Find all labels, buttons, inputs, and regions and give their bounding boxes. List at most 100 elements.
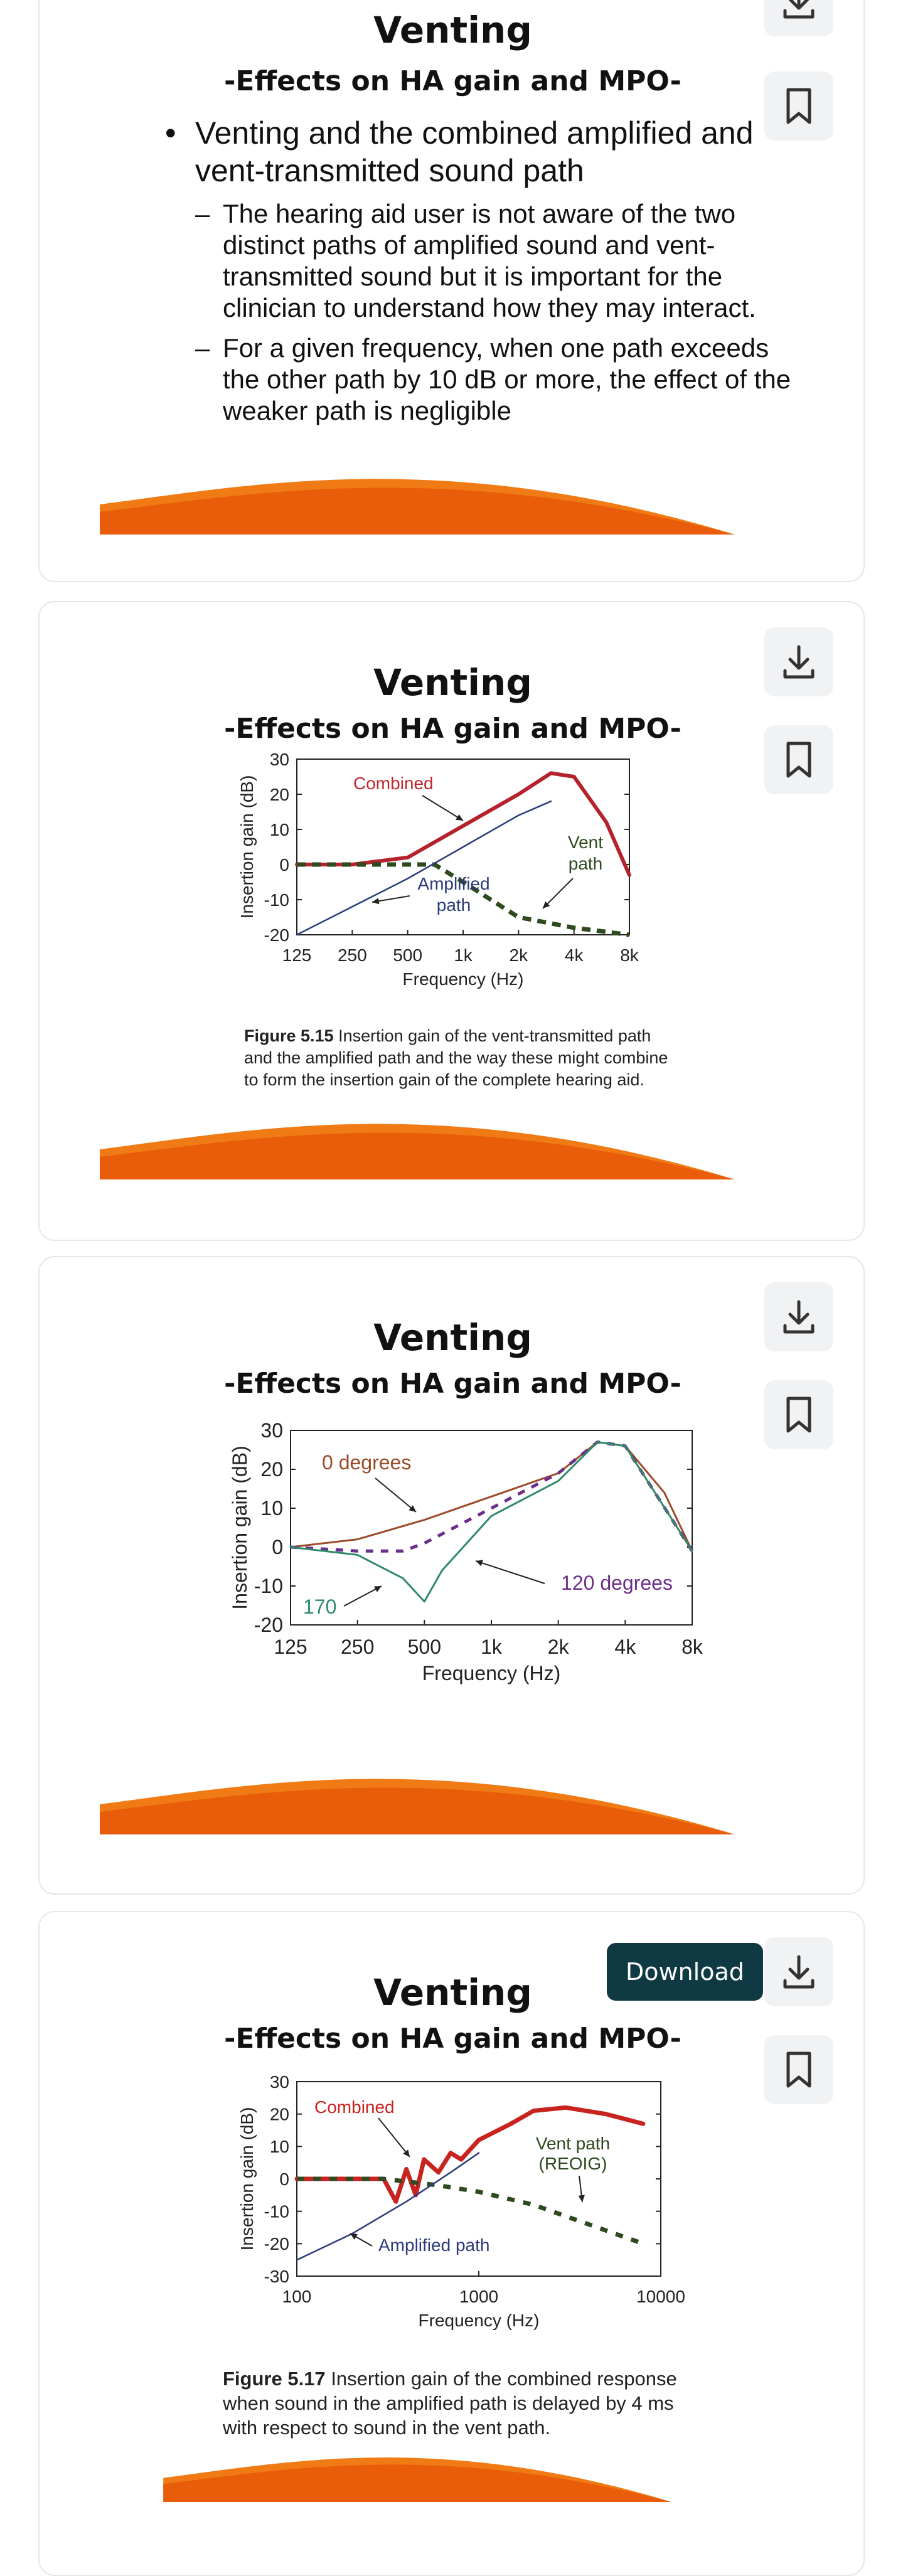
y-tick-label: 0 (279, 2169, 289, 2189)
bookmark-button[interactable] (764, 2035, 833, 2104)
y-tick-label: -20 (264, 925, 289, 945)
bookmark-icon (786, 1397, 811, 1433)
x-tick-label: 2k (548, 1636, 570, 1658)
decorative-wave (100, 1779, 735, 1834)
caption-text: Insertion gain of the vent-transmitted p… (244, 1026, 668, 1089)
sub-bullet-item: – The hearing aid user is not aware of th… (195, 199, 756, 322)
download-button[interactable] (764, 1282, 833, 1351)
caption-label: Figure 5.17 (223, 2368, 326, 2390)
decorative-wave (100, 1124, 735, 1179)
series-line-amplified-path (296, 2152, 480, 2261)
annotation-label: Amplified (417, 874, 489, 893)
download-tooltip: Download (607, 1943, 763, 2001)
annotation-label: path (437, 895, 471, 915)
slide-subtitle: -Effects on HA gain and MPO- (224, 713, 681, 745)
caption-label: Figure 5.15 (244, 1026, 334, 1045)
bookmark-icon (786, 742, 811, 778)
x-axis-label: Frequency (Hz) (422, 1662, 561, 1685)
figure-caption: Figure 5.15 Insertion gain of the vent-t… (244, 1025, 683, 1091)
bookmark-button[interactable] (764, 725, 833, 794)
bookmark-button[interactable] (764, 72, 833, 141)
x-tick-label: 1k (454, 945, 473, 965)
x-tick-label: 100 (282, 2287, 312, 2306)
x-tick-label: 250 (338, 945, 367, 965)
download-button[interactable] (764, 627, 833, 696)
y-tick-label: 30 (260, 1419, 283, 1442)
annotation-label: Vent (568, 833, 603, 852)
y-tick-label: 20 (270, 785, 289, 804)
y-tick-label: 10 (270, 2137, 289, 2156)
download-icon (783, 1955, 815, 1989)
y-tick-label: -30 (264, 2267, 289, 2286)
x-tick-label: 8k (620, 945, 639, 965)
x-axis-label: Frequency (Hz) (419, 2311, 540, 2330)
series-line-120-degrees (290, 1440, 694, 1553)
download-button[interactable] (764, 0, 833, 36)
annotation-label: Combined (353, 774, 434, 793)
caption-text: Insertion gain of the combined response … (223, 2368, 677, 2439)
slide-subtitle: -Effects on HA gain and MPO- (224, 1368, 681, 1400)
series-line-combined (294, 2105, 646, 2204)
download-icon (783, 0, 815, 19)
annotation-arrow (542, 878, 574, 909)
x-tick-label: 125 (282, 945, 312, 965)
bookmark-button[interactable] (764, 1380, 833, 1449)
series-line-vent-path (297, 862, 630, 937)
slide-title: Venting (373, 1971, 532, 2014)
y-tick-label: -20 (264, 2234, 289, 2254)
bookmark-icon (786, 2052, 811, 2088)
annotation-arrow (422, 795, 464, 821)
slide-subtitle: -Effects on HA gain and MPO- (224, 2023, 681, 2055)
y-tick-label: 0 (279, 855, 289, 875)
figure-caption: Figure 5.17 Insertion gain of the combin… (223, 2366, 687, 2440)
y-tick-label: -10 (254, 1575, 283, 1597)
plot-frame (290, 1430, 693, 1626)
y-tick-label: -10 (264, 2201, 289, 2221)
slide-card-1: Venting -Effects on HA gain and MPO- • Ve… (38, 0, 865, 582)
x-tick-label: 500 (408, 1636, 441, 1658)
annotation-label: 0 degrees (322, 1451, 411, 1474)
x-tick-label: 4k (565, 945, 584, 965)
bullet-item: • Venting and the combined amplified and … (165, 115, 754, 188)
annotation-label: Vent path (536, 2134, 610, 2153)
series-line-170 (289, 1441, 693, 1603)
x-tick-label: 1000 (459, 2287, 498, 2306)
series-line-vent-path-reoig- (297, 2176, 644, 2246)
annotation-label: 120 degrees (561, 1572, 673, 1594)
y-tick-label: 10 (260, 1497, 283, 1520)
decorative-wave (163, 2457, 671, 2502)
annotation-arrowhead (476, 1560, 483, 1567)
y-tick-label: 10 (270, 820, 289, 839)
annotation-arrow (343, 1585, 382, 1607)
slide-subtitle: -Effects on HA gain and MPO- (224, 65, 681, 97)
y-axis-label: Insertion gain (dB) (228, 1445, 251, 1609)
annotation-arrowhead (578, 2195, 585, 2202)
slide-title: Venting (373, 661, 532, 704)
bullet-list: • Venting and the combined amplified and … (165, 114, 793, 435)
y-tick-label: 30 (270, 2072, 289, 2092)
slide-card-3: Venting -Effects on HA gain and MPO- 30 2… (38, 1256, 865, 1895)
download-button[interactable] (764, 1937, 833, 2006)
bookmark-icon (786, 88, 811, 124)
annotation-arrow (375, 1477, 417, 1513)
y-tick-label: 30 (270, 750, 289, 769)
sub-bullet-item: – For a given frequency, when one path ex… (195, 333, 791, 425)
annotation-arrow (475, 1560, 545, 1584)
annotation-label: 170 (303, 1595, 336, 1618)
x-tick-label: 125 (274, 1636, 307, 1658)
x-tick-label: 250 (341, 1636, 374, 1658)
x-tick-label: 4k (614, 1636, 636, 1658)
annotation-arrowhead (403, 2149, 410, 2157)
decorative-wave (100, 479, 735, 535)
x-tick-label: 1k (481, 1636, 503, 1658)
slide-title: Venting (373, 9, 532, 51)
slide-card-2: Venting -Effects on HA gain and MPO- 30 2… (38, 601, 865, 1241)
annotation-arrowhead (409, 1505, 416, 1512)
annotation-arrow (378, 2117, 410, 2158)
x-tick-label: 8k (681, 1636, 703, 1658)
y-tick-label: 20 (270, 2104, 289, 2124)
x-tick-label: 2k (510, 945, 529, 965)
